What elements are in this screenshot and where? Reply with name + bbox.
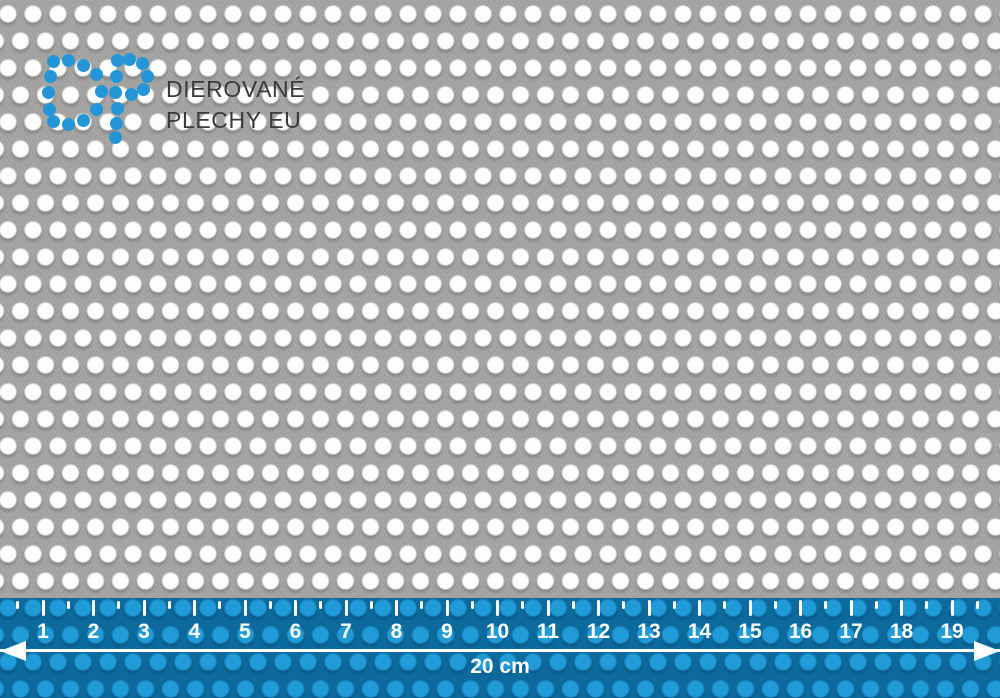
- ruler-number: 3: [138, 620, 150, 643]
- logo: DIEROVANÉ PLECHY EU: [0, 0, 340, 160]
- ruler-number: 15: [738, 620, 762, 643]
- logo-dot: [61, 53, 75, 67]
- ruler-tick-minor: [218, 601, 222, 609]
- ruler-tick-minor: [369, 601, 373, 609]
- ruler-tick-major: [597, 600, 600, 616]
- ruler-number: 2: [87, 620, 100, 643]
- logo-dot: [46, 54, 60, 68]
- logo-dot: [41, 85, 55, 99]
- ruler-tick-major: [496, 600, 499, 616]
- logo-dot: [89, 67, 103, 81]
- ruler-tick-major: [849, 600, 853, 616]
- logo-dot: [136, 82, 150, 96]
- ruler-number: 7: [340, 620, 352, 643]
- logo-dot: [94, 84, 108, 98]
- ruler-number: 18: [889, 620, 914, 643]
- ruler-tick-major: [193, 600, 196, 616]
- ruler-number: 8: [390, 620, 403, 643]
- logo-dot: [140, 69, 154, 83]
- ruler-tick-minor: [167, 601, 171, 609]
- logo-dot: [76, 113, 90, 127]
- ruler-length-label: 20 cm: [470, 655, 530, 678]
- logo-dot: [109, 69, 123, 83]
- ruler-tick-major: [698, 600, 701, 616]
- logo-dot: [76, 58, 90, 72]
- ruler-tick-major: [294, 600, 297, 616]
- logo-dot: [124, 87, 138, 101]
- ruler-tick-minor: [723, 601, 727, 609]
- logo-text-line1: DIEROVANÉ: [166, 76, 306, 102]
- ruler-tick-major: [92, 600, 95, 616]
- logo-dot: [109, 116, 123, 130]
- logo-text-line2: PLECHY EU: [166, 107, 302, 133]
- ruler-number: 16: [788, 620, 813, 643]
- ruler-tick-major: [546, 600, 550, 616]
- logo-dot: [135, 56, 149, 70]
- ruler-tick-major: [950, 600, 954, 616]
- ruler-number: 10: [485, 620, 510, 643]
- ruler-tick-minor: [975, 601, 979, 609]
- ruler-tick-minor: [521, 601, 525, 609]
- ruler-tick-minor: [824, 601, 828, 609]
- arrow-left-icon: [0, 640, 26, 661]
- ruler-tick-minor: [117, 601, 121, 609]
- arrow-right-icon: [974, 640, 1000, 661]
- ruler-number: 17: [839, 620, 863, 643]
- ruler-tick-minor: [16, 601, 20, 609]
- ruler-number: 14: [687, 620, 712, 643]
- logo-dot: [108, 85, 122, 99]
- ruler-number: 5: [239, 620, 251, 643]
- ruler-tick-major: [344, 600, 348, 616]
- ruler-number: 19: [940, 620, 964, 643]
- ruler-tick-major: [142, 600, 146, 616]
- logo-dot: [43, 69, 57, 83]
- ruler-tick-minor: [420, 601, 424, 609]
- ruler-tick-minor: [672, 601, 676, 609]
- ruler-band: 1 2 3 4 5 6 7 8 9 10 11 12 13 14 15 16 17 18 19 20 cm: [0, 598, 1000, 698]
- logo-dot: [108, 130, 122, 144]
- ruler-tick-major: [799, 600, 802, 616]
- ruler-tick-major: [445, 600, 449, 616]
- ruler-number: 6: [289, 620, 302, 643]
- ruler-tick-minor: [571, 601, 575, 609]
- ruler-number: 1: [37, 620, 49, 643]
- logo-dot: [89, 102, 103, 116]
- ruler-tick-minor: [925, 601, 929, 609]
- logo-dot: [61, 117, 75, 131]
- ruler-tick-major: [395, 600, 398, 616]
- logo-dot: [46, 114, 60, 128]
- ruler-tick-major: [900, 600, 903, 616]
- ruler-tick-major: [647, 600, 651, 616]
- ruler-number: 4: [188, 620, 201, 643]
- logo-dot: [110, 101, 124, 115]
- ruler-number: 12: [586, 620, 611, 643]
- ruler-arrow-line: [0, 649, 1000, 652]
- ruler-number: 11: [536, 620, 560, 643]
- ruler-tick-major: [243, 600, 247, 616]
- logo-dot: [122, 52, 136, 66]
- ruler-tick-minor: [773, 601, 777, 609]
- ruler-tick-major: [41, 600, 45, 616]
- ruler-tick-minor: [66, 601, 70, 609]
- ruler-tick-major: [748, 600, 752, 616]
- logo-dot: [110, 53, 124, 67]
- ruler-number: 13: [637, 620, 661, 643]
- ruler-tick-minor: [319, 601, 323, 609]
- ruler-tick-minor: [622, 601, 626, 609]
- ruler-tick-minor: [470, 601, 474, 609]
- ruler-number: 9: [441, 620, 453, 643]
- ruler-tick-minor: [874, 601, 878, 609]
- ruler-tick-minor: [268, 601, 272, 609]
- logo-dot: [42, 102, 56, 116]
